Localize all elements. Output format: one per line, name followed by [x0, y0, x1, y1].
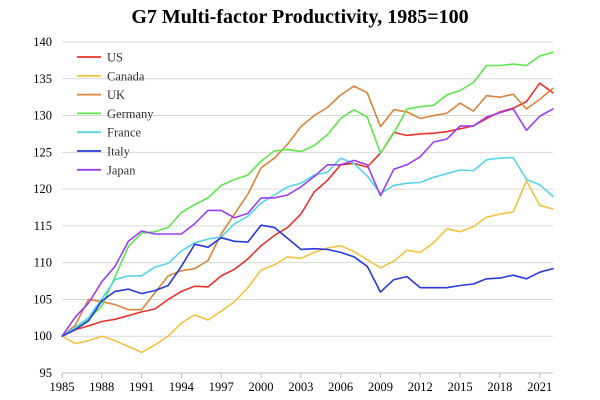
y-tick-label: 95 [40, 366, 53, 380]
series-line-germany [61, 51, 554, 338]
series-line-uk [61, 85, 554, 338]
y-tick-label: 110 [34, 256, 52, 270]
x-tick-label: 2006 [328, 380, 353, 394]
series-line-canada [61, 180, 554, 354]
x-tick-label: 2012 [408, 380, 433, 394]
x-tick-label: 2000 [249, 380, 274, 394]
series-lines [61, 51, 554, 354]
x-tick-label: 1994 [169, 380, 195, 394]
series-line-japan [61, 108, 554, 338]
legend: US Canada UK Germany France Italy Japan [77, 51, 154, 177]
legend-label-canada: Canada [107, 69, 145, 83]
legend-label-uk: UK [107, 88, 125, 102]
legend-label-italy: Italy [107, 145, 131, 159]
x-tick-label: 2003 [288, 380, 313, 394]
axes [61, 372, 553, 378]
chart-title: G7 Multi-factor Productivity, 1985=100 [131, 6, 469, 28]
x-tick-label: 2018 [487, 380, 512, 394]
legend-label-us: US [107, 51, 123, 65]
x-tick-label: 1991 [129, 380, 154, 394]
series-line-italy [61, 224, 554, 338]
x-tick-label: 2009 [368, 380, 393, 394]
y-tick-label: 105 [33, 292, 52, 306]
legend-label-japan: Japan [107, 163, 136, 177]
y-tick-label: 125 [33, 145, 52, 159]
x-tick-label: 2021 [527, 380, 552, 394]
legend-label-france: France [107, 126, 141, 140]
y-tick-label: 140 [33, 35, 52, 49]
series-line-france [61, 156, 554, 338]
tick-labels: 95 100 105 110 115 120 125 130 135 140 1985 1988 199… [33, 35, 552, 394]
x-tick-label: 1988 [89, 380, 114, 394]
y-tick-label: 130 [33, 109, 52, 123]
y-tick-label: 100 [33, 329, 52, 343]
x-tick-label: 2015 [448, 380, 473, 394]
legend-label-germany: Germany [107, 107, 154, 121]
grid-lines [62, 41, 553, 337]
x-tick-label: 1985 [50, 380, 75, 394]
y-tick-label: 135 [33, 72, 52, 86]
y-tick-label: 120 [33, 182, 52, 196]
x-tick-label: 1997 [209, 380, 234, 394]
y-tick-label: 115 [34, 219, 52, 233]
